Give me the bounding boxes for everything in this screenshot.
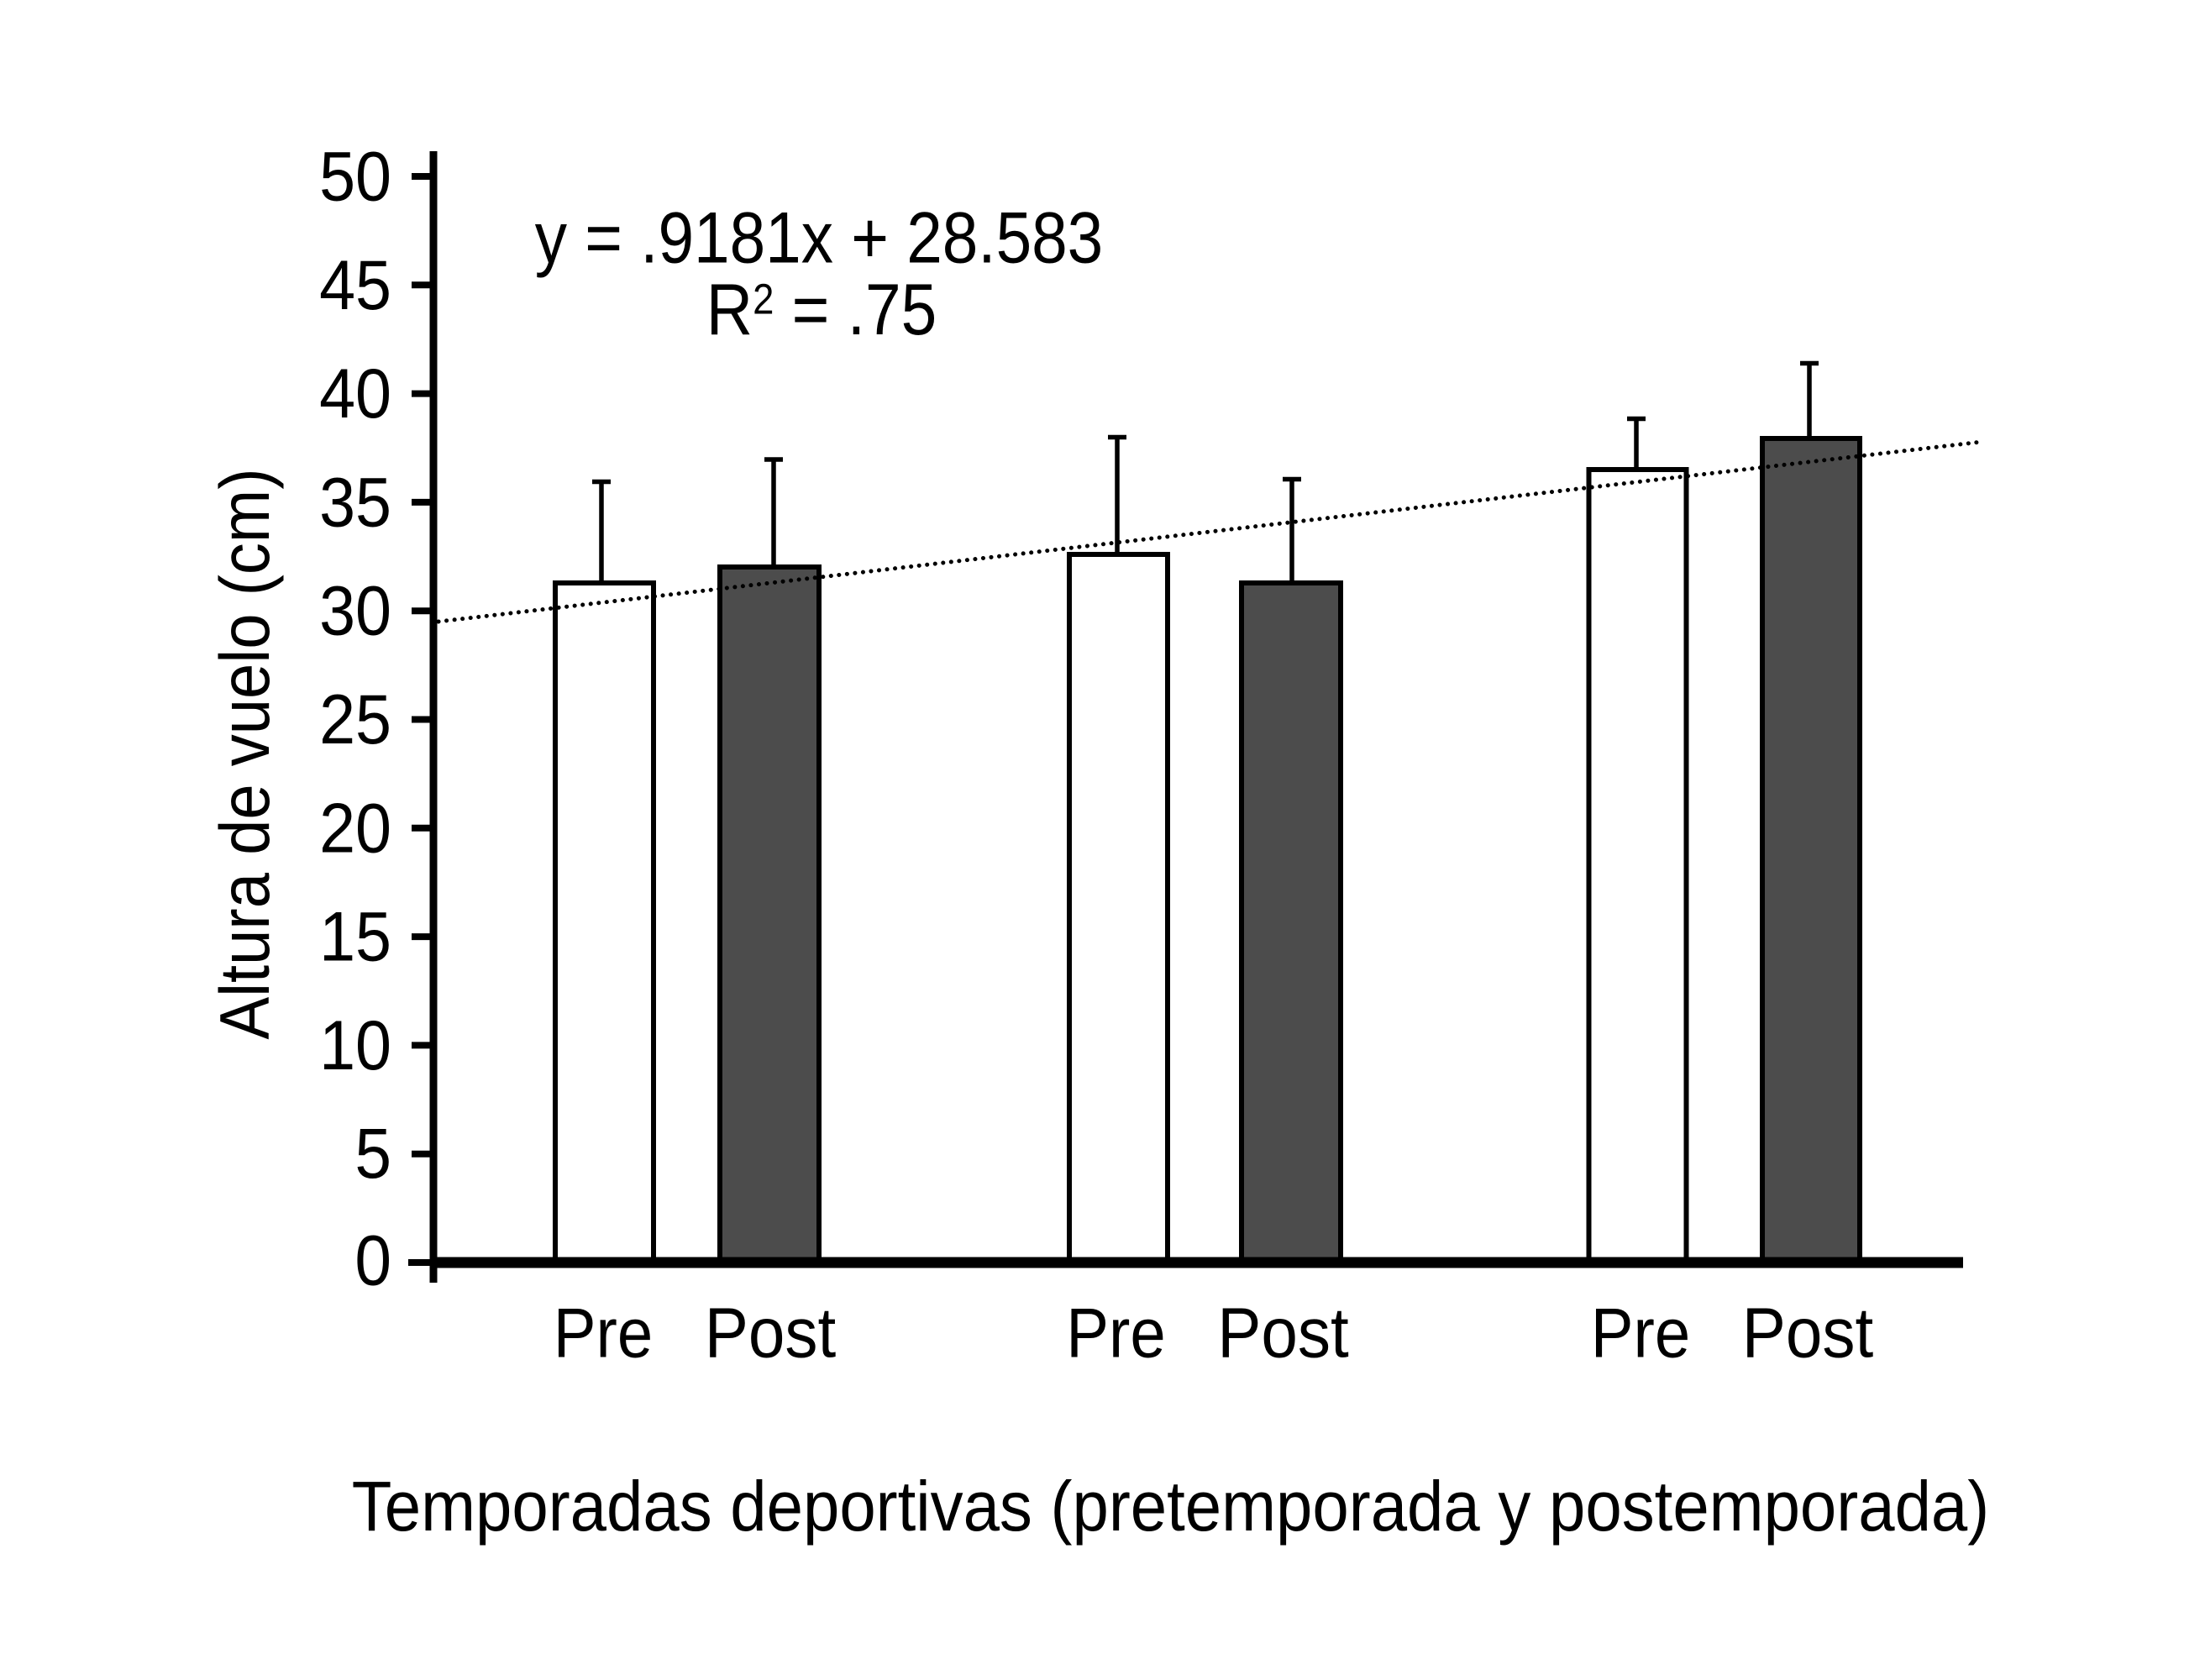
svg-text:Post: Post [1217,1294,1348,1373]
svg-text:Altura de vuelo (cm): Altura de vuelo (cm) [204,468,283,1039]
svg-text:25: 25 [319,680,391,759]
svg-text:30: 30 [319,572,391,651]
svg-text:Post: Post [1742,1294,1873,1373]
svg-text:15: 15 [319,898,391,977]
svg-text:Pre: Pre [1066,1293,1165,1372]
svg-text:Pre: Pre [554,1293,653,1372]
svg-text:35: 35 [319,463,391,542]
svg-text:5: 5 [354,1115,391,1194]
svg-text:45: 45 [319,246,391,325]
svg-text:Post: Post [705,1294,836,1373]
svg-text:0: 0 [354,1221,391,1300]
svg-text:Pre: Pre [1591,1293,1690,1372]
svg-text:10: 10 [319,1006,391,1085]
svg-text:50: 50 [319,138,391,217]
svg-text:R2 = .75: R2 = .75 [706,270,937,350]
svg-text:y = .9181x + 28.583: y = .9181x + 28.583 [535,197,1104,278]
svg-text:40: 40 [319,354,391,433]
svg-text:Temporadas deportivas (pretemp: Temporadas deportivas (pretemporada y po… [352,1467,1989,1546]
svg-text:20: 20 [319,789,391,868]
